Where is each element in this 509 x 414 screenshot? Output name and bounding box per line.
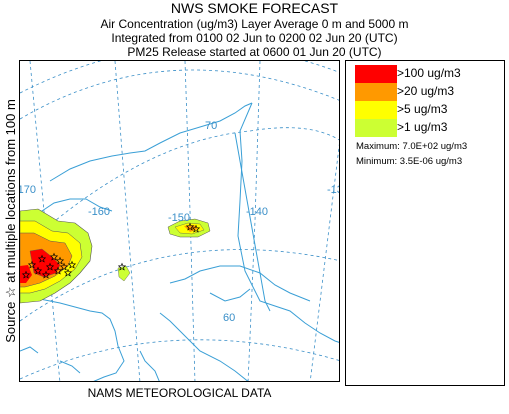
source-star-icon — [59, 262, 69, 271]
lon-label-160: -160 — [88, 206, 110, 218]
lon-label-150: -150 — [168, 212, 190, 224]
lon-label-140: -140 — [246, 206, 268, 218]
source-star-icon — [191, 224, 201, 233]
source-star-icon — [37, 254, 47, 263]
source-star-icon — [63, 268, 73, 277]
legend-label: >100 ug/m3 — [397, 66, 461, 80]
maximum-value: Maximum: 7.0E+02 ug/m3 — [356, 141, 468, 152]
source-star-icon — [49, 252, 59, 261]
source-star-icon — [27, 260, 37, 269]
legend-item-5: >5 ug/m3 — [355, 101, 505, 119]
legend-item-1: >1 ug/m3 — [355, 119, 505, 137]
legend-label: >5 ug/m3 — [397, 102, 448, 116]
source-star-icon — [21, 270, 31, 279]
legend-panel: >100 ug/m3 >20 ug/m3 >5 ug/m3 >1 ug/m3 M… — [345, 60, 505, 386]
legend-item-20: >20 ug/m3 — [355, 83, 505, 101]
source-star-icon — [33, 266, 43, 275]
subtitle-concentration: Air Concentration (ug/m3) Layer Average … — [100, 17, 409, 31]
map-title: NWS SMOKE FORECAST — [170, 0, 339, 16]
subtitle-release: PM25 Release started at 0600 01 Jun 20 (… — [127, 45, 382, 59]
source-star-icon — [67, 260, 77, 269]
legend-swatch — [355, 83, 397, 101]
lon-label-170: -170 — [20, 184, 36, 196]
lon-label-130: -130 — [327, 184, 340, 196]
lat-label-60: 60 — [223, 312, 235, 324]
legend-swatch — [355, 101, 397, 119]
data-source-footer: NAMS METEOROLOGICAL DATA — [87, 386, 272, 400]
source-label: Source ☆ at multiple locations from 100 … — [3, 99, 18, 343]
source-star-icon — [55, 256, 65, 265]
lat-label-70: 70 — [205, 120, 217, 132]
minimum-value: Minimum: 3.5E-06 ug/m3 — [356, 156, 463, 167]
legend-swatch — [355, 65, 397, 83]
coastline — [20, 102, 339, 381]
source-star-icon — [117, 262, 127, 271]
border-line — [234, 132, 271, 312]
smoke-patch-central — [117, 218, 211, 282]
source-star-icon — [41, 270, 51, 279]
source-star-icon — [53, 266, 63, 275]
source-star-icon — [45, 262, 55, 271]
legend-label: >20 ug/m3 — [397, 84, 455, 98]
smoke-map: -170 -160 -150 -140 -130 70 60 — [19, 60, 340, 382]
legend-swatch — [355, 119, 397, 137]
legend-item-100: >100 ug/m3 — [355, 65, 505, 83]
subtitle-integration: Integrated from 0100 02 Jun to 0200 02 J… — [111, 31, 398, 45]
source-star-icon — [185, 222, 195, 231]
legend-label: >1 ug/m3 — [397, 120, 448, 134]
graticule — [20, 61, 339, 381]
map-canvas: -170 -160 -150 -140 -130 70 60 — [20, 61, 340, 381]
source-markers — [21, 222, 201, 279]
